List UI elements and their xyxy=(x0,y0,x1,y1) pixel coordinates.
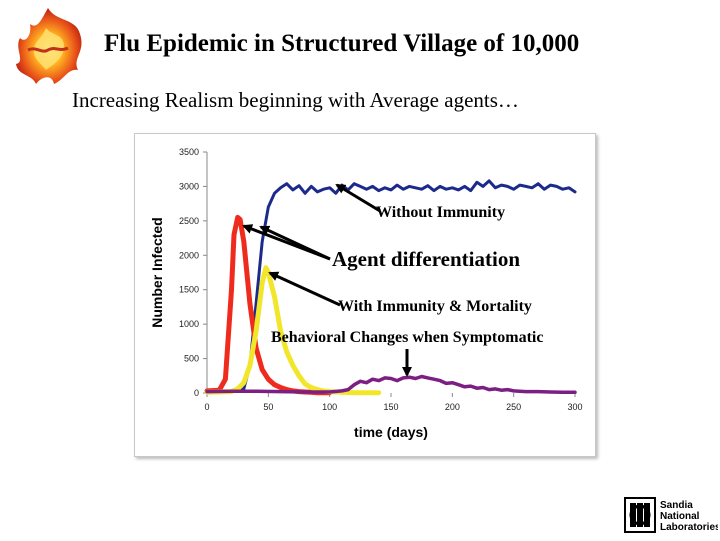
y-tick-label: 2500 xyxy=(179,216,199,226)
series-agent-differentiation xyxy=(204,214,333,396)
y-tick-label: 0 xyxy=(194,388,199,398)
chart-frame: 0 500 1000 1500 2000 2500 3000 3500 0 50 100 150 200… xyxy=(134,133,596,457)
y-axis-label: Number Infected xyxy=(149,217,165,327)
x-tick-label: 100 xyxy=(322,402,337,412)
sandia-text-1: Sandia xyxy=(660,500,693,511)
infection-chart: 0 500 1000 1500 2000 2500 3000 3500 0 50 100 150 200… xyxy=(149,147,583,440)
x-axis-label: time (days) xyxy=(354,424,428,440)
sandia-text-2: National xyxy=(660,511,700,522)
x-tick-label: 150 xyxy=(383,402,398,412)
x-tick-label: 250 xyxy=(506,402,521,412)
slide-title: Flu Epidemic in Structured Village of 10… xyxy=(104,30,580,57)
annotation-behavioral-changes: Behavioral Changes when Symptomatic xyxy=(271,329,544,346)
series-without-immunity xyxy=(205,179,577,394)
sandia-text-3: Laboratories xyxy=(660,522,718,533)
annotation-with-immunity-mortality: With Immunity & Mortality xyxy=(338,298,532,315)
annotation-without-immunity: Without Immunity xyxy=(376,204,506,221)
phoenix-flame-logo-icon xyxy=(16,8,82,84)
x-tick-label: 0 xyxy=(204,402,209,412)
slide-subtitle: Increasing Realism beginning with Averag… xyxy=(72,88,519,112)
annotation-agent-differentiation: Agent differentiation xyxy=(332,247,521,271)
sandia-logo-icon: Sandia National Laboratories xyxy=(622,494,720,536)
x-tick-label: 50 xyxy=(263,402,273,412)
y-tick-label: 3500 xyxy=(179,147,199,157)
y-tick-label: 500 xyxy=(184,354,199,364)
x-tick-label: 200 xyxy=(445,402,460,412)
y-tick-label: 3000 xyxy=(179,181,199,191)
y-tick-label: 1500 xyxy=(179,285,199,295)
series-behavioral-changes xyxy=(205,374,577,395)
y-tick-label: 1000 xyxy=(179,319,199,329)
y-tick-label: 2000 xyxy=(179,250,199,260)
x-tick-label: 300 xyxy=(567,402,582,412)
